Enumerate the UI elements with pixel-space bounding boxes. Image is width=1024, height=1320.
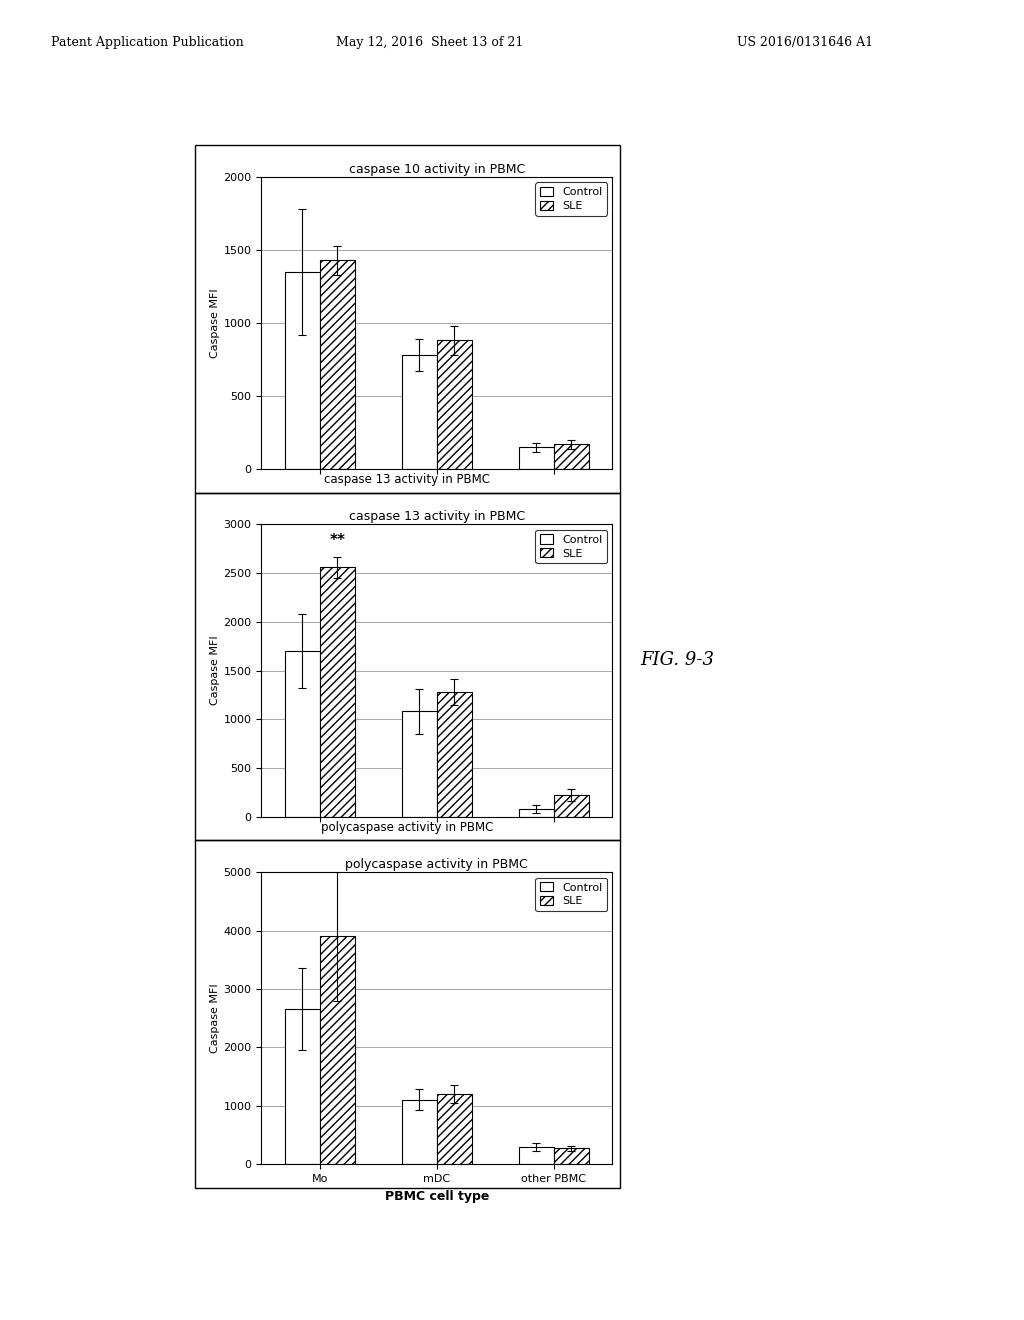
Text: US 2016/0131646 A1: US 2016/0131646 A1 <box>737 36 873 49</box>
Title: caspase 10 activity in PBMC: caspase 10 activity in PBMC <box>348 162 525 176</box>
Bar <box>519 447 554 469</box>
Bar <box>436 692 472 817</box>
Text: Patent Application Publication: Patent Application Publication <box>51 36 244 49</box>
Bar <box>519 1147 554 1164</box>
Bar <box>401 711 436 817</box>
Legend: Control, SLE: Control, SLE <box>536 878 607 911</box>
Bar <box>319 936 354 1164</box>
Bar <box>285 651 319 817</box>
Bar <box>401 355 436 469</box>
Title: caspase 13 activity in PBMC: caspase 13 activity in PBMC <box>349 511 524 523</box>
Bar <box>319 568 354 817</box>
Text: May 12, 2016  Sheet 13 of 21: May 12, 2016 Sheet 13 of 21 <box>337 36 523 49</box>
Bar <box>285 1010 319 1164</box>
Bar <box>401 1100 436 1164</box>
Text: FIG. 9-3: FIG. 9-3 <box>640 651 714 669</box>
Legend: Control, SLE: Control, SLE <box>536 531 607 564</box>
Y-axis label: Caspase MFI: Caspase MFI <box>211 983 220 1053</box>
Bar <box>554 795 589 817</box>
Bar <box>554 445 589 469</box>
Text: polycaspase activity in PBMC: polycaspase activity in PBMC <box>321 821 494 834</box>
Bar <box>319 260 354 469</box>
Legend: Control, SLE: Control, SLE <box>536 182 607 215</box>
Text: **: ** <box>330 533 345 548</box>
Bar <box>554 1148 589 1164</box>
Y-axis label: Caspase MFI: Caspase MFI <box>211 288 220 358</box>
Y-axis label: Caspase MFI: Caspase MFI <box>211 636 220 705</box>
Text: caspase 13 activity in PBMC: caspase 13 activity in PBMC <box>324 473 490 486</box>
Bar <box>436 1094 472 1164</box>
Bar <box>285 272 319 469</box>
X-axis label: PBMC cell type: PBMC cell type <box>385 1189 488 1203</box>
Title: polycaspase activity in PBMC: polycaspase activity in PBMC <box>345 858 528 871</box>
Bar <box>436 341 472 469</box>
Bar <box>519 809 554 817</box>
